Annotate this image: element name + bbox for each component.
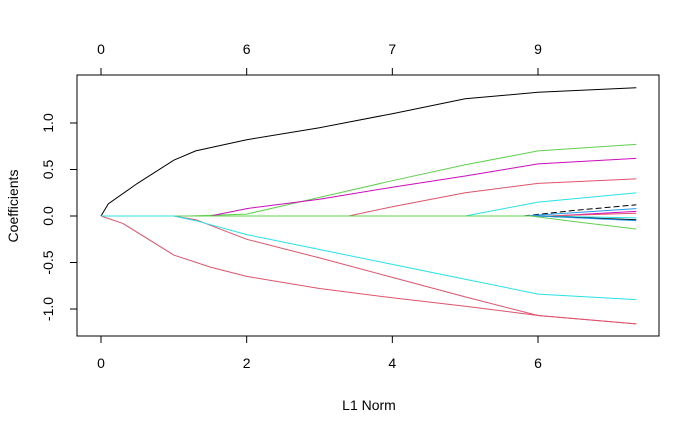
series-line — [100, 215, 637, 325]
bottom-x-axis: 0 2 4 6 — [97, 335, 542, 371]
y-tick-label: -0.5 — [40, 250, 56, 274]
y-tick-label: 1.0 — [40, 113, 56, 133]
y-tick-label: -1.0 — [40, 297, 56, 321]
series-line — [101, 143, 637, 217]
y-tick-label: 0.0 — [40, 206, 56, 226]
y-tick-label: 0.5 — [40, 160, 56, 180]
series-line — [101, 157, 637, 217]
x-axis-title: L1 Norm — [342, 397, 396, 413]
top-tick-label: 9 — [534, 41, 542, 57]
top-tick-label: 7 — [388, 41, 396, 57]
series-line — [101, 215, 637, 325]
series-line — [101, 215, 637, 301]
top-tick-label: 0 — [97, 41, 105, 57]
series-line — [101, 178, 637, 217]
series-line — [101, 215, 637, 222]
x-tick-label: 0 — [97, 355, 105, 371]
plot-frame — [76, 74, 660, 337]
series-line — [101, 215, 637, 230]
series-line — [100, 87, 637, 217]
top-tick-label: 6 — [243, 41, 251, 57]
x-tick-label: 4 — [388, 355, 396, 371]
top-x-axis: 0 6 7 9 — [97, 41, 542, 76]
plot-area — [76, 74, 660, 337]
x-tick-label: 2 — [243, 355, 251, 371]
y-axis-title: Coefficients — [5, 170, 21, 243]
x-tick-label: 6 — [534, 355, 542, 371]
y-axis: -1.0 -0.5 0.0 0.5 1.0 — [40, 113, 78, 321]
